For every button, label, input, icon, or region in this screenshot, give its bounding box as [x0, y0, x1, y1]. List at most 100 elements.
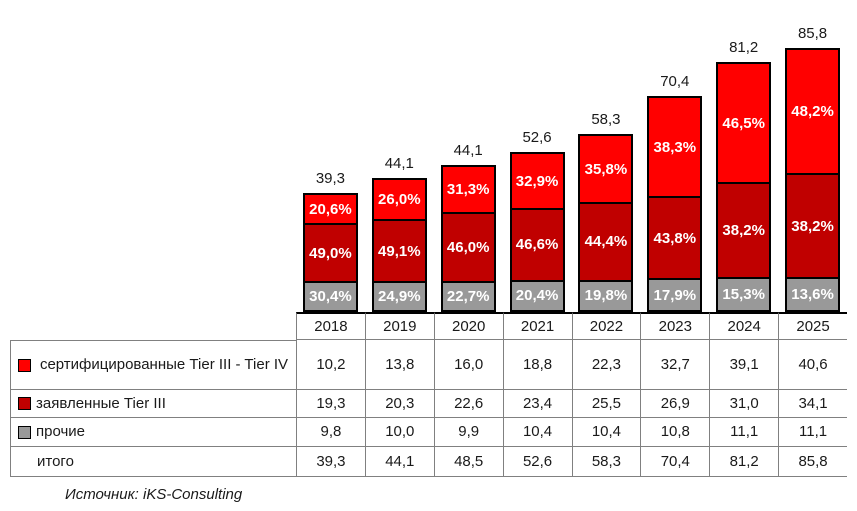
value-cell-declared-2021: 23,4	[502, 390, 572, 418]
value-cell-certified-2021: 18,8	[502, 340, 572, 390]
bar-segment-certified-2023: 38,3%	[647, 96, 703, 199]
bar-segment-other-2022: 19,8%	[578, 279, 634, 312]
total-cell-2018: 39,3	[296, 447, 365, 477]
year-cell-2018: 2018	[296, 312, 365, 340]
bar-total-label-2022: 58,3	[591, 111, 621, 129]
bar-column-2024: 81,2 46,5% 38,2% 15,3%	[709, 0, 778, 312]
bar-total-label-2018: 39,3	[315, 170, 346, 188]
value-cell-certified-2025: 40,6	[778, 340, 847, 390]
bar-segment-declared-2022: 44,4%	[578, 201, 634, 282]
bar-column-2025: 85,8 48,2% 38,2% 13,6%	[778, 0, 847, 312]
bar-column-2018: 39,3 20,6% 49,0% 30,4%	[296, 0, 365, 312]
value-cell-certified-2023: 32,7	[640, 340, 710, 390]
bar-total-label-2024: 81,2	[729, 39, 759, 57]
total-cell-2019: 44,1	[364, 447, 434, 477]
value-cell-declared-2023: 26,9	[640, 390, 710, 418]
bar-segment-certified-2022: 35,8%	[578, 134, 634, 204]
bar-total-label-2021: 52,6	[522, 128, 552, 146]
bar-segment-other-2024: 15,3%	[716, 277, 772, 312]
stacked-bar-2022: 35,8% 44,4% 19,8%	[578, 134, 634, 312]
year-cell-2019: 2019	[364, 312, 434, 340]
bar-segment-certified-2020: 31,3%	[440, 164, 496, 215]
legend-label-other: прочие	[36, 423, 86, 440]
value-cell-other-2023: 10,8	[640, 418, 710, 447]
value-cell-certified-2018: 10,2	[296, 340, 365, 390]
bar-segment-other-2019: 24,9%	[371, 280, 427, 312]
year-cell-2021: 2021	[502, 312, 572, 340]
bar-segment-other-2025: 13,6%	[785, 277, 841, 312]
year-cell-2025: 2025	[778, 312, 847, 340]
legend-swatch-declared	[18, 397, 31, 410]
value-cell-declared-2018: 19,3	[296, 390, 365, 418]
total-cell-2021: 52,6	[502, 447, 572, 477]
bar-segment-certified-2025: 48,2%	[785, 47, 841, 175]
value-cell-other-2018: 9,8	[296, 418, 365, 447]
legend-cell-certified: сертифицированные Tier III - Tier IV	[10, 340, 296, 390]
stacked-bar-2021: 32,9% 46,6% 20,4%	[509, 151, 565, 312]
bar-column-2023: 70,4 38,3% 43,8% 17,9%	[640, 0, 709, 312]
bar-segment-other-2020: 22,7%	[440, 281, 496, 312]
legend-label-declared: заявленные Tier III	[36, 394, 166, 412]
value-cell-other-2025: 11,1	[778, 418, 847, 447]
stacked-bar-2023: 38,3% 43,8% 17,9%	[647, 96, 703, 312]
total-cell-2023: 70,4	[640, 447, 710, 477]
total-cell-2022: 58,3	[571, 447, 641, 477]
bar-column-2019: 44,1 26,0% 49,1% 24,9%	[365, 0, 434, 312]
value-cell-certified-2020: 16,0	[433, 340, 503, 390]
legend-cell-other: прочие	[10, 418, 296, 447]
year-cell-2023: 2023	[640, 312, 710, 340]
value-cell-certified-2022: 22,3	[571, 340, 641, 390]
value-cell-declared-2020: 22,6	[433, 390, 503, 418]
bar-column-2022: 58,3 35,8% 44,4% 19,8%	[572, 0, 641, 312]
bar-segment-certified-2018: 20,6%	[302, 193, 358, 226]
bar-segment-certified-2019: 26,0%	[371, 178, 427, 222]
value-cell-other-2022: 10,4	[571, 418, 641, 447]
value-cell-declared-2025: 34,1	[778, 390, 847, 418]
stacked-bar-chart: 39,3 20,6% 49,0% 30,4% 44,1 26,0% 49,1% 24,9% 44…	[296, 0, 847, 312]
stacked-bar-2024: 46,5% 38,2% 15,3%	[716, 62, 772, 312]
total-cell-2020: 48,5	[433, 447, 503, 477]
bar-segment-declared-2021: 46,6%	[509, 208, 565, 282]
total-cell-2025: 85,8	[778, 447, 847, 477]
value-cell-other-2024: 11,1	[709, 418, 779, 447]
legend-swatch-certified	[18, 358, 31, 372]
value-cell-declared-2022: 25,5	[571, 390, 641, 418]
stacked-bar-2020: 31,3% 46,0% 22,7%	[440, 164, 496, 312]
bar-segment-declared-2024: 38,2%	[716, 182, 772, 280]
bar-segment-other-2023: 17,9%	[647, 278, 703, 312]
legend-cell-declared: заявленные Tier III	[10, 390, 296, 418]
bar-total-label-2025: 85,8	[797, 24, 828, 42]
legend-label-certified: сертифицированные Tier III - Tier IV	[39, 356, 289, 373]
legend-swatch-other	[18, 425, 31, 439]
stacked-bar-2025: 48,2% 38,2% 13,6%	[785, 47, 841, 312]
year-cell-2022: 2022	[571, 312, 641, 340]
source-note: Источник: iKS-Consulting	[65, 486, 243, 503]
total-row-label: итого	[10, 447, 296, 477]
bar-segment-certified-2021: 32,9%	[509, 151, 565, 211]
value-cell-other-2019: 10,0	[364, 418, 434, 447]
bar-column-2020: 44,1 31,3% 46,0% 22,7%	[434, 0, 503, 312]
stacked-bar-2019: 26,0% 49,1% 24,9%	[371, 178, 427, 312]
total-cell-2024: 81,2	[709, 447, 779, 477]
stacked-bar-2018: 20,6% 49,0% 30,4%	[302, 193, 358, 312]
value-cell-other-2021: 10,4	[502, 418, 572, 447]
value-cell-declared-2024: 31,0	[709, 390, 779, 418]
bar-segment-declared-2020: 46,0%	[440, 212, 496, 284]
value-cell-other-2020: 9,9	[433, 418, 503, 447]
bar-segment-other-2018: 30,4%	[302, 281, 358, 312]
bar-segment-other-2021: 20,4%	[509, 279, 565, 312]
bar-segment-certified-2024: 46,5%	[716, 62, 772, 185]
bar-segment-declared-2025: 38,2%	[785, 172, 841, 280]
value-cell-certified-2019: 13,8	[364, 340, 434, 390]
year-cell-2024: 2024	[709, 312, 779, 340]
value-cell-certified-2024: 39,1	[709, 340, 779, 390]
bar-segment-declared-2019: 49,1%	[371, 219, 427, 283]
value-cell-declared-2019: 20,3	[364, 390, 434, 418]
bar-total-label-2020: 44,1	[453, 141, 483, 159]
bar-segment-declared-2018: 49,0%	[302, 223, 358, 284]
chart-data-table: 2018 2019 2020 2021 2022 2023 2024 2025 сертифиц…	[10, 312, 847, 477]
year-cell-2020: 2020	[433, 312, 503, 340]
bar-column-2021: 52,6 32,9% 46,6% 20,4%	[503, 0, 572, 312]
table-corner-cell	[10, 312, 296, 340]
bar-total-label-2019: 44,1	[384, 155, 414, 173]
